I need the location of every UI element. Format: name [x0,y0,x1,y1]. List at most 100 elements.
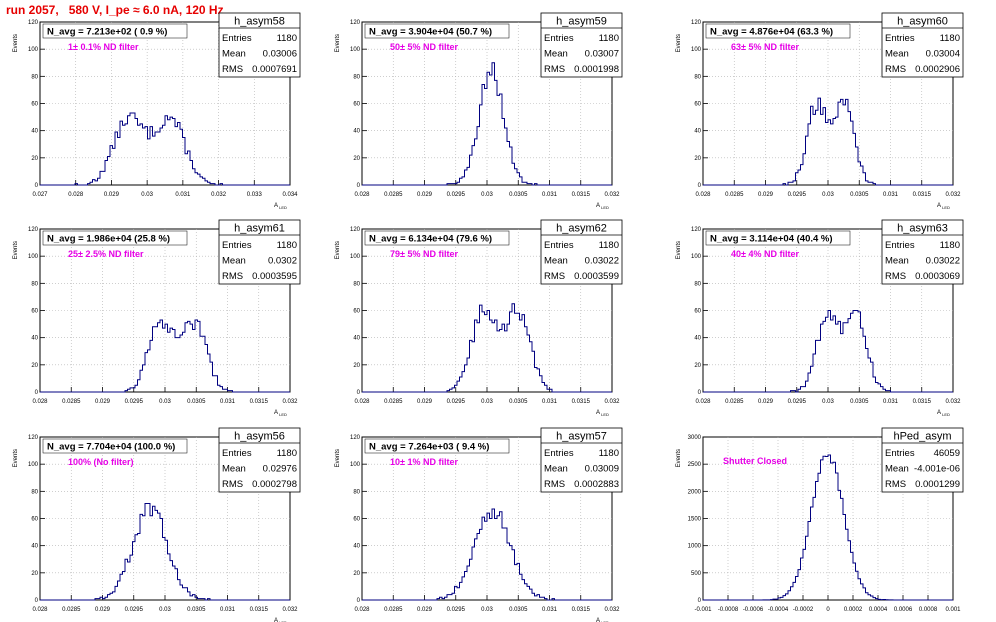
x-tick-label: 0.029 [417,192,433,198]
x-tick-label: 0.032 [282,607,298,613]
stats-label: Entries [222,240,252,251]
y-tick-label: 1000 [688,544,702,550]
x-tick-label: 0.029 [758,192,774,198]
y-tick-label: 60 [353,102,360,108]
y-tick-label: 0 [35,183,39,189]
x-axis-label: A LED [274,203,287,210]
title-box [364,230,510,246]
stats-value: 1180 [599,33,619,44]
y-tick-label: 120 [350,20,361,26]
x-tick-label: 0.0305 [850,192,869,198]
y-axis-label: Events [676,449,682,467]
x-tick-label: 0.0004 [869,607,888,613]
stats-label: RMS [544,479,565,490]
stats-label: Mean [885,256,909,267]
histogram-name: h_asym58 [234,16,285,28]
histogram-name: h_asym59 [556,16,607,28]
y-tick-label: 0 [357,183,361,189]
x-tick-label: 0.0295 [447,607,466,613]
chart-title: N_avg = 4.876e+04 (63.3 %) [710,27,833,38]
x-tick-label: 0.03 [141,192,153,198]
stats-value: 1180 [277,240,297,251]
y-tick-label: 40 [694,129,701,135]
stats-label: Mean [885,49,909,60]
y-tick-label: 100 [28,462,39,468]
y-axis-label: Events [13,34,19,52]
y-tick-label: 20 [31,363,38,369]
stats-box: h_asym56 Entries 1180 Mean 0.02976 RMS 0.00027… [218,427,301,493]
filter-annotation: 79± 5% ND filter [390,249,458,259]
x-tick-label: 0.0002 [844,607,863,613]
stats-label: Mean [885,464,909,475]
stats-value: 0.03006 [263,49,297,60]
x-tick-label: 0.032 [604,192,620,198]
y-tick-label: 40 [694,336,701,342]
y-tick-label: 100 [350,47,361,53]
histogram-line [362,508,612,601]
histogram-line [40,503,290,601]
stats-label: Entries [885,448,915,459]
x-tick-label: 0.029 [95,399,111,405]
stats-value: 0.0002906 [915,64,960,75]
chart-title: N_avg = 3.114e+04 (40.4 %) [710,234,833,245]
stats-value: 0.0002883 [574,479,619,490]
y-tick-label: 80 [694,281,701,287]
stats-box-frame [540,427,623,493]
y-tick-label: 100 [691,47,702,53]
stats-value: 0.02976 [263,464,297,475]
y-tick-label: 100 [350,254,361,260]
stats-value: 0.0302 [268,256,297,267]
x-tick-label: 0.0295 [447,399,466,405]
x-tick-label: 0.029 [417,399,433,405]
histogram-panel-h_asym63: 0.028 0.0285 0.029 0.0295 0.03 0.0305 0.031 0.0… [676,219,964,417]
x-tick-label: 0.0285 [62,607,81,613]
stats-box: hPed_asym Entries 46059 Mean -4.001e-06 RMS 0.… [881,427,964,493]
y-tick-label: 80 [353,489,360,495]
x-tick-label: 0.03 [822,399,834,405]
stats-value: 1180 [599,240,619,251]
y-tick-label: 40 [353,129,360,135]
stats-box: h_asym58 Entries 1180 Mean 0.03006 RMS 0.00076… [218,12,301,78]
x-tick-label: 0.031 [220,399,236,405]
stats-value: 0.0001299 [915,479,960,490]
y-axis-label: Events [335,449,341,467]
y-tick-label: 80 [31,74,38,80]
x-tick-label: 0.032 [945,192,961,198]
stats-label: Entries [885,33,915,44]
y-tick-label: 80 [694,74,701,80]
stats-label: Mean [544,464,568,475]
stats-label: RMS [222,64,243,75]
y-tick-label: 20 [31,571,38,577]
x-tick-label: 0.034 [282,192,298,198]
x-tick-label: 0.001 [945,607,961,613]
histogram-line [703,310,953,393]
stats-value: 0.03004 [926,49,960,60]
y-tick-label: 120 [691,20,702,26]
y-tick-label: 120 [691,227,702,233]
histogram-name: h_asym62 [556,223,607,235]
stats-value: 0.0003595 [252,271,297,282]
histogram-line [362,62,612,186]
x-axis-label: A LED [596,618,609,622]
x-tick-label: 0.031 [220,607,236,613]
stats-label: RMS [544,271,565,282]
y-tick-label: 40 [31,129,38,135]
stats-label: Entries [544,448,574,459]
x-tick-label: 0.0285 [384,192,403,198]
x-axis-label: A LED [596,203,609,210]
x-tick-label: 0.032 [604,399,620,405]
stats-box-frame [881,427,964,493]
histogram-panel-h_asym57: 0.028 0.0285 0.029 0.0295 0.03 0.0305 0.031 0.0… [335,427,623,622]
x-tick-label: 0.028 [354,192,370,198]
histogram-line [40,319,290,393]
x-tick-label: 0.0305 [509,607,528,613]
y-tick-label: 80 [353,281,360,287]
stats-value: 1180 [940,240,960,251]
x-tick-label: 0.0295 [125,607,144,613]
stats-label: Entries [885,240,915,251]
filter-annotation: 63± 5% ND filter [731,42,799,52]
x-tick-label: 0.029 [417,607,433,613]
x-tick-label: 0.0295 [788,192,807,198]
x-tick-label: 0.028 [68,192,84,198]
